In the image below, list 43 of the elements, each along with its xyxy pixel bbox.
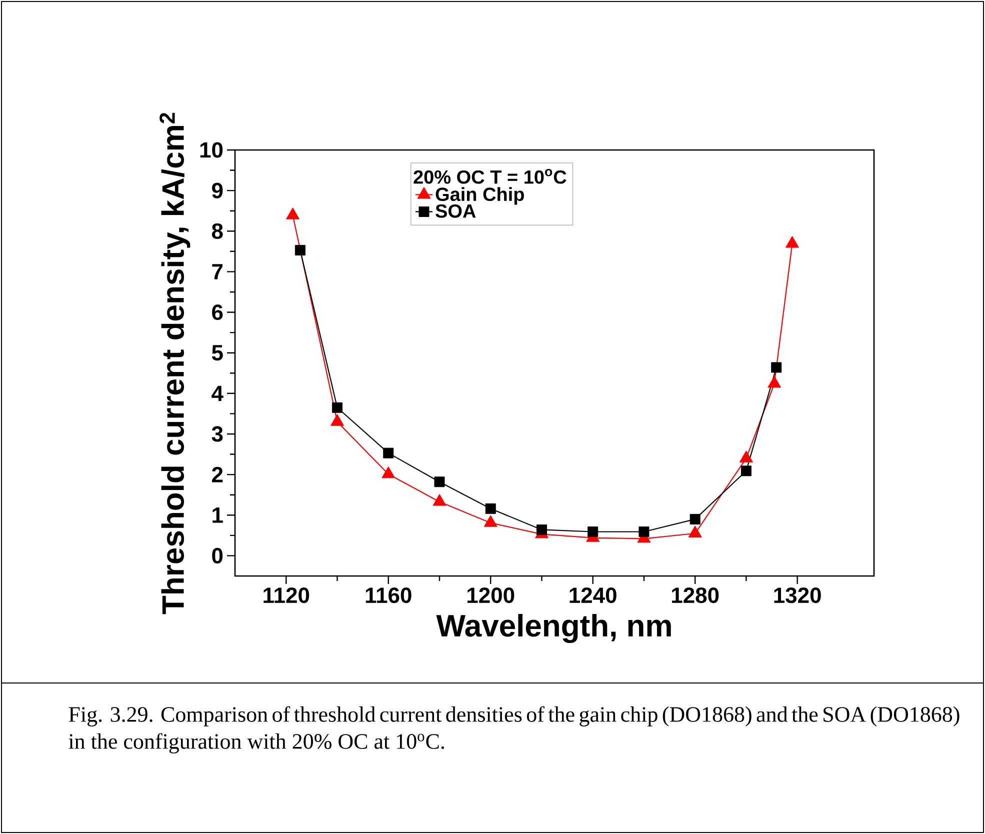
legend-title: 20% OC T = 10$^{o}$C xyxy=(414,168,566,184)
point xyxy=(332,402,342,413)
legend-label: SOA xyxy=(436,204,476,218)
y-tick-label: 1 xyxy=(212,508,223,523)
y-tick-label: 2 xyxy=(212,466,223,482)
y-tick-label: 10 xyxy=(200,142,223,158)
x-axis-title: Wavelength, nm xyxy=(436,614,671,643)
point xyxy=(740,466,752,476)
x-tick-label: 1120 xyxy=(264,588,310,604)
point xyxy=(330,414,344,426)
point xyxy=(638,526,650,538)
y-tick-label: 3 xyxy=(212,426,223,442)
x-tick-label: 1280 xyxy=(672,588,719,604)
x-tick-label: 1320 xyxy=(774,588,821,604)
y-axis-title: Threshold current density, kA/cm$^{2}$ xyxy=(160,112,190,614)
y-tick-label: 6 xyxy=(212,304,223,320)
point xyxy=(768,376,782,388)
point xyxy=(771,362,782,373)
point xyxy=(688,526,702,538)
point xyxy=(588,526,598,538)
y-tick-label: 0 xyxy=(212,548,223,564)
point xyxy=(484,515,498,527)
point xyxy=(739,450,753,462)
y-tick-label: 5 xyxy=(212,345,223,361)
caption: Fig. 3.29. Comparison of threshold current densities of the gain chip (DO1868) and the SOA (DO1868) in the configuration with 20% OC at 10$^{o}$C. xyxy=(68,706,960,754)
point xyxy=(294,244,306,256)
point xyxy=(434,476,445,488)
point xyxy=(690,514,700,524)
legend-label: Gain Chip xyxy=(436,187,524,205)
point xyxy=(286,208,300,220)
point xyxy=(382,466,396,478)
y-tick-label: 8 xyxy=(212,223,223,239)
x-tick-label: 1160 xyxy=(366,588,412,604)
y-tick-label: 4 xyxy=(212,386,224,401)
y-tick-label: 9 xyxy=(212,182,223,198)
x-tick-label: 1240 xyxy=(570,588,616,604)
x-tick-label: 1200 xyxy=(468,588,514,604)
point xyxy=(383,448,394,458)
point xyxy=(485,503,496,514)
point xyxy=(536,524,547,535)
point xyxy=(432,494,446,506)
y-tick-label: 7 xyxy=(212,264,223,280)
point xyxy=(785,236,799,248)
